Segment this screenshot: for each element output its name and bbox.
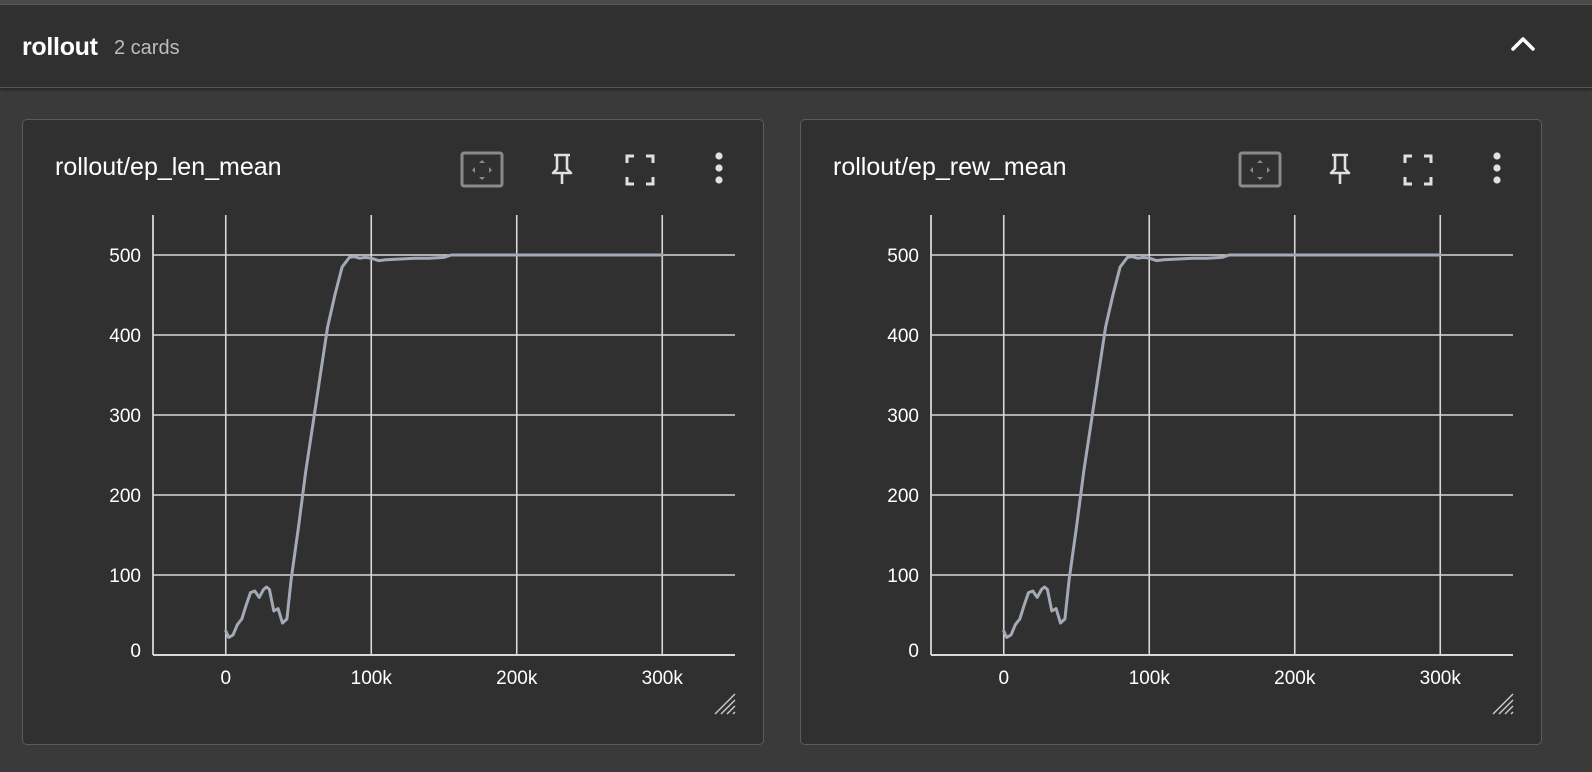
y-tick-label: 0 (130, 641, 141, 662)
chevron-up-icon[interactable] (1506, 27, 1540, 61)
x-tick-label: 0 (998, 668, 1009, 689)
y-tick-label: 200 (109, 486, 141, 507)
fit-domain-icon[interactable] (1238, 150, 1282, 190)
line-chart[interactable]: 0 100 200 300 400 500 0 100k 200k 300k (23, 120, 763, 744)
resize-handle-icon[interactable] (1492, 693, 1514, 715)
y-tick-label: 200 (887, 486, 919, 507)
group-title: rollout (22, 33, 98, 61)
y-tick-label: 400 (109, 326, 141, 347)
top-divider (0, 0, 1592, 5)
x-tick-label: 200k (1274, 668, 1316, 689)
more-vert-icon[interactable] (697, 150, 741, 190)
resize-handle-icon[interactable] (714, 693, 736, 715)
line-chart[interactable]: 0 100 200 300 400 500 0 100k 200k 300k (801, 120, 1541, 744)
y-tick-label: 100 (109, 566, 141, 587)
y-tick-label: 100 (887, 566, 919, 587)
pin-icon[interactable] (540, 150, 584, 190)
card-title: rollout/ep_len_mean (55, 153, 282, 181)
fullscreen-icon[interactable] (618, 150, 662, 190)
x-tick-label: 200k (496, 668, 538, 689)
x-tick-label: 100k (1129, 668, 1171, 689)
card-group-header[interactable]: rollout 2 cards (0, 5, 1592, 88)
fit-domain-icon[interactable] (460, 150, 504, 190)
scalar-card-ep-len-mean: rollout/ep_len_mean 0 100 200 300 400 500 0 100… (22, 119, 764, 745)
fullscreen-icon[interactable] (1396, 150, 1440, 190)
scalar-card-ep-rew-mean: rollout/ep_rew_mean 0 100 200 300 400 500 0 100… (800, 119, 1542, 745)
x-tick-label: 100k (351, 668, 393, 689)
group-card-count: 2 cards (114, 37, 180, 59)
y-tick-label: 300 (109, 406, 141, 427)
card-title: rollout/ep_rew_mean (833, 153, 1067, 181)
more-vert-icon[interactable] (1475, 150, 1519, 190)
y-tick-label: 500 (109, 246, 141, 267)
y-tick-label: 500 (887, 246, 919, 267)
y-tick-label: 0 (908, 641, 919, 662)
x-tick-label: 300k (642, 668, 684, 689)
y-tick-label: 400 (887, 326, 919, 347)
series-line (224, 253, 664, 639)
series-line (1002, 253, 1442, 639)
x-tick-label: 0 (220, 668, 231, 689)
x-tick-label: 300k (1420, 668, 1462, 689)
pin-icon[interactable] (1318, 150, 1362, 190)
y-tick-label: 300 (887, 406, 919, 427)
